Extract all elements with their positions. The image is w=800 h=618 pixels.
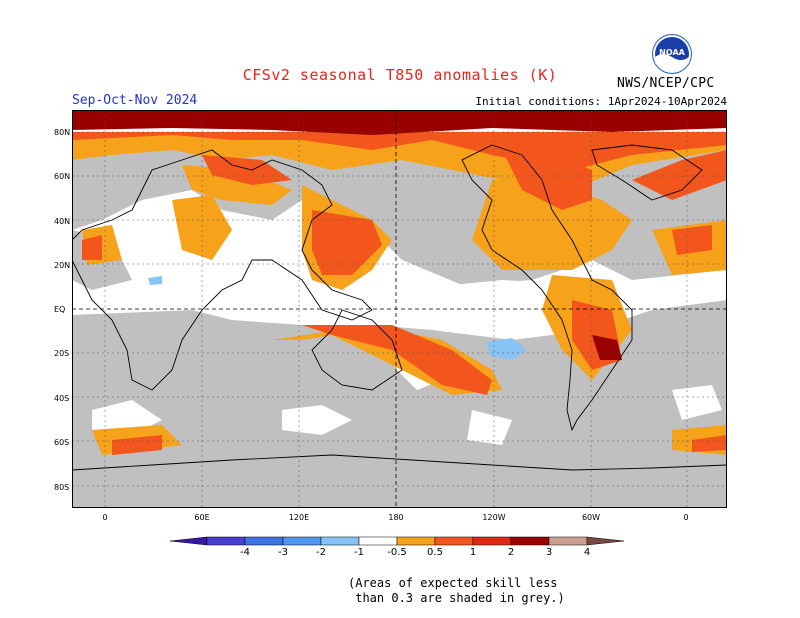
colorbar-bin xyxy=(358,536,398,546)
colorbar-bin xyxy=(206,536,246,546)
colorbar-label: 1 xyxy=(469,547,477,558)
lon-label: 0 xyxy=(683,513,689,522)
lon-label: 60E xyxy=(194,513,210,522)
lat-label: 40S xyxy=(54,394,70,403)
lat-label: 20N xyxy=(54,261,71,270)
forecast-period: Sep-Oct-Nov 2024 xyxy=(72,93,198,108)
colorbar-label: -1 xyxy=(354,547,364,558)
lon-label: 120E xyxy=(288,513,310,522)
lat-label: 80S xyxy=(54,483,70,492)
colorbar-bin xyxy=(510,536,550,546)
lat-label: 20S xyxy=(54,349,70,358)
coastlines xyxy=(72,144,727,471)
colorbar-arrow-low xyxy=(170,536,208,546)
graticule xyxy=(72,110,727,508)
colorbar-label: 0.5 xyxy=(427,547,443,558)
colorbar-label: 3 xyxy=(545,547,553,558)
lon-label: 60W xyxy=(581,513,601,522)
anomaly-map xyxy=(72,110,727,508)
lon-label: 120W xyxy=(482,513,506,522)
warm-anomaly-1-2 xyxy=(72,132,727,455)
colorbar-bin xyxy=(434,536,474,546)
colorbar-label: 4 xyxy=(583,547,591,558)
colorbar-bin xyxy=(244,536,284,546)
initial-conditions: Initial conditions: 1Apr2024-10Apr2024 xyxy=(475,95,727,108)
lat-label: 60S xyxy=(54,438,70,447)
skill-note: (Areas of expected skill less than 0.3 a… xyxy=(348,576,565,605)
colorbar-label: -3 xyxy=(278,547,288,558)
noaa-logo-text: NOAA xyxy=(659,48,685,57)
lon-label: 0 xyxy=(102,513,108,522)
colorbar-bin xyxy=(396,536,436,546)
lat-label: 60N xyxy=(54,172,71,181)
colorbar-bin xyxy=(282,536,322,546)
warm-anomaly-2-3 xyxy=(72,110,727,360)
map-title: CFSv2 seasonal T850 anomalies (K) xyxy=(242,66,558,84)
agency-label: NWS/NCEP/CPC xyxy=(617,76,715,91)
colorbar-label: -0.5 xyxy=(387,547,407,558)
colorbar-label: -4 xyxy=(240,547,250,558)
noaa-logo-icon: NOAA xyxy=(652,34,692,74)
lat-label: 40N xyxy=(54,217,71,226)
colorbar-arrow-high xyxy=(586,536,625,546)
colorbar-bin xyxy=(320,536,360,546)
colorbar-bin xyxy=(472,536,512,546)
lat-label: EQ xyxy=(54,305,66,314)
colorbar-label: 2 xyxy=(507,547,515,558)
equator-dateline xyxy=(72,110,727,508)
cool-anomaly xyxy=(148,276,527,360)
lon-label: 180 xyxy=(388,513,404,522)
colorbar xyxy=(170,536,625,546)
lat-label: 80N xyxy=(54,128,71,137)
colorbar-label: -2 xyxy=(316,547,326,558)
colorbar-bin xyxy=(548,536,588,546)
